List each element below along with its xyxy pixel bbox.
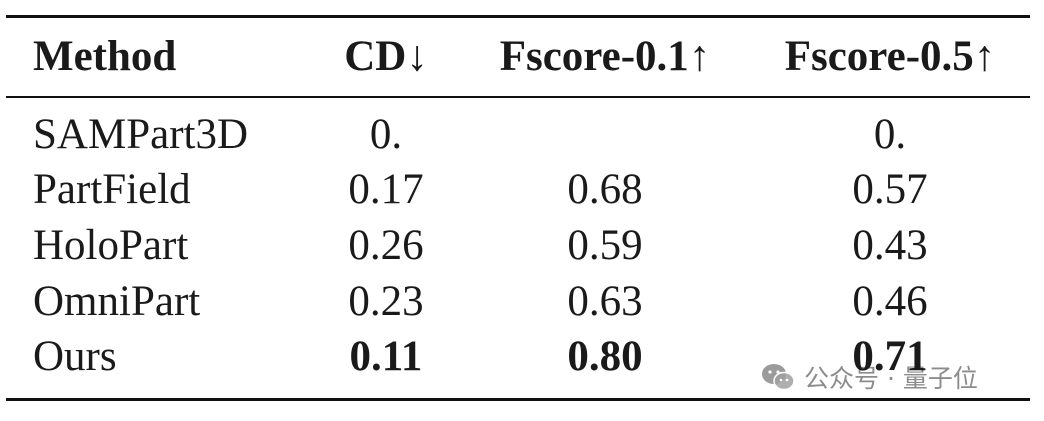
metric-value: 0.11 <box>349 333 423 380</box>
method-name: PartField <box>33 166 191 213</box>
metric-value: 0. <box>873 111 907 158</box>
method-name: OmniPart <box>33 278 201 325</box>
wechat-icon <box>762 364 795 391</box>
header-cell: Fscore-0.5↑ <box>784 33 996 80</box>
header-cell: Method <box>33 33 177 80</box>
metric-value: 0.17 <box>348 166 424 213</box>
watermark-text: 公众号 · 量子位 <box>804 364 978 393</box>
metric-value: 0.26 <box>348 222 424 269</box>
header-cell: CD↓ <box>344 33 428 80</box>
top-rule <box>6 15 1030 18</box>
watermark: 公众号 · 量子位 <box>760 360 978 394</box>
metric-value: 0.63 <box>567 278 643 325</box>
metric-value: 0.23 <box>348 278 424 325</box>
metric-value: 0.71 <box>852 333 928 380</box>
metric-value: 0. <box>369 111 403 158</box>
header-cell: Fscore-0.1↑ <box>499 33 711 80</box>
method-name: Ours <box>33 333 117 380</box>
metric-value: 0.80 <box>567 333 643 380</box>
metric-value: 0.68 <box>567 166 643 213</box>
bottom-rule <box>6 398 1030 401</box>
mid-rule <box>6 96 1030 98</box>
metric-value: 0.46 <box>852 278 928 325</box>
method-name: SAMPart3D <box>33 111 249 158</box>
method-name: HoloPart <box>33 222 189 269</box>
metric-value: 0.43 <box>852 222 928 269</box>
metric-value: 0.59 <box>567 222 643 269</box>
metric-value: 0.57 <box>852 166 928 213</box>
